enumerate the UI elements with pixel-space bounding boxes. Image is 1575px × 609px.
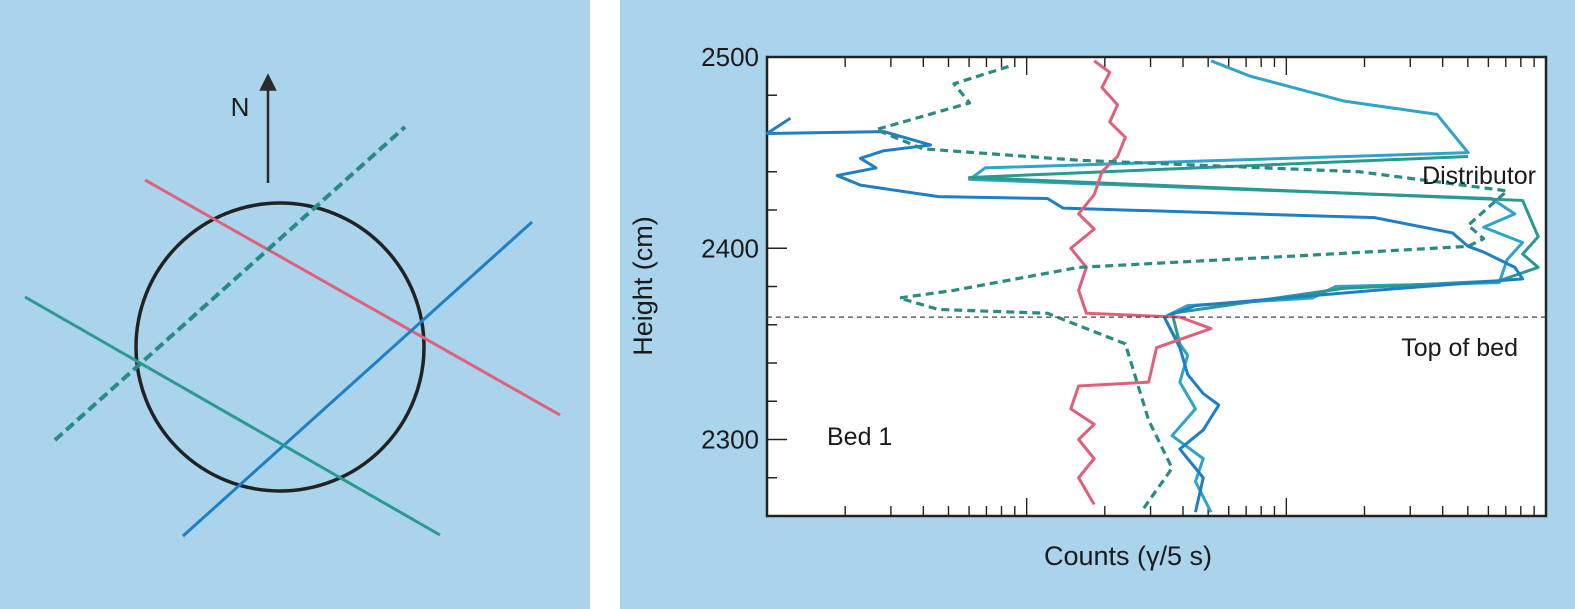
series-line-dashed [874,65,1509,514]
scan-line-blue [181,220,534,538]
scan-line-teal [24,295,441,537]
series-line-cyan [968,59,1525,513]
scan-layout-panel: N [0,0,590,609]
y-axis-label: Height (cm) [628,216,658,356]
annotation-distributor: Distributor [1422,162,1536,190]
y-tick-label: 2300 [701,425,759,455]
scan-line-red [144,178,561,417]
x-axis-ticks [766,57,1547,516]
series-line-red [1069,59,1213,506]
series-layer [765,59,1540,514]
y-axis-ticks: 2300 2400 2500 [701,42,787,517]
y-tick-label: 2400 [701,233,759,263]
y-tick-label: 2500 [701,42,759,72]
annotation-bed-1: Bed 1 [827,423,892,451]
bed-outline-circle [134,201,426,493]
annotation-top-of-bed: Top of bed [1401,334,1518,362]
north-label: N [231,92,250,122]
x-axis-label: Counts (γ/5 s) [1044,541,1212,571]
series-line-blue [765,116,1525,513]
scan-line-dashed [53,125,407,442]
gamma-scan-chart: 2300 2400 2500 Distributor Top of bed Bed … [620,0,1575,609]
scan-layout-background [0,0,590,609]
